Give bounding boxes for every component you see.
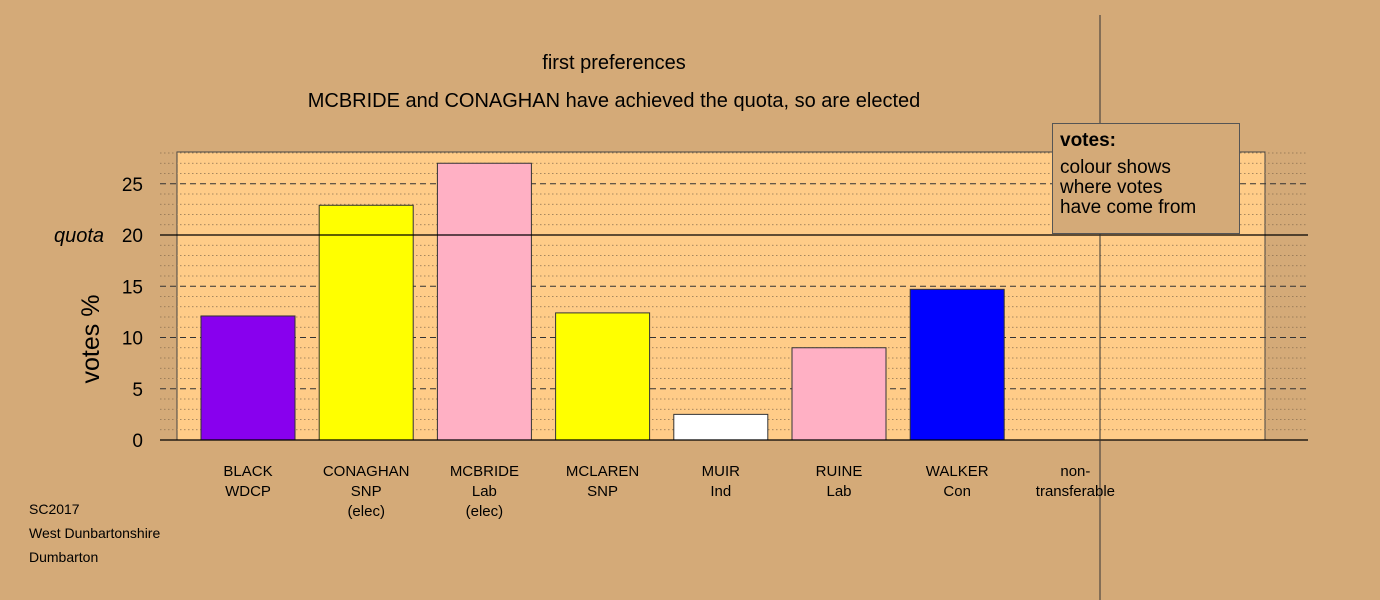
y-tick-label: 10 [122,329,143,350]
category-label: Lab [472,483,497,500]
bar [791,347,887,441]
category-label: Con [943,483,971,500]
y-tick-label: 15 [122,277,143,298]
category-label: (elec) [347,503,385,520]
footer-ward: Dumbarton [29,549,99,565]
category-label: WDCP [225,483,271,500]
category-label: (elec) [466,503,504,520]
bar [673,413,769,441]
legend: votes: colour shows where votes have com… [1052,123,1240,234]
quota-label: quota [54,225,104,247]
y-tick-label: 5 [132,380,143,401]
legend-line: where votes [1060,177,1163,198]
category-label: RUINE [816,463,863,480]
footer: SC2017 West Dunbartonshire Dumbarton [29,497,160,569]
category-label: WALKER [926,463,989,480]
bar [909,288,1005,441]
legend-line: colour shows [1060,157,1171,178]
y-tick-label: 25 [122,175,143,196]
bar [436,162,532,441]
category-label: transferable [1036,483,1115,500]
legend-body: colour shows where votes have come from [1060,158,1232,218]
bar [318,204,414,441]
chart-subtitle: MCBRIDE and CONAGHAN have achieved the q… [307,90,921,112]
category-label: Lab [826,483,851,500]
category-label: SNP [351,483,382,500]
category-label: MCBRIDE [450,463,519,480]
category-label: BLACK [223,463,272,480]
bar [555,312,651,441]
footer-election: SC2017 [29,501,80,517]
y-axis-label: votes % [77,295,105,384]
category-label: Ind [710,483,731,500]
category-label: SNP [587,483,618,500]
bar [200,315,296,441]
legend-title: votes: [1060,130,1116,151]
legend-line: have come from [1060,197,1197,218]
category-label: MCLAREN [566,463,639,480]
y-tick-label: 20 [122,226,143,247]
category-label: CONAGHAN [323,463,410,480]
y-tick-label: 0 [132,431,143,452]
category-label: non- [1060,463,1090,480]
category-label: MUIR [702,463,740,480]
chart-title: first preferences [542,52,686,74]
footer-council: West Dunbartonshire [29,525,161,541]
